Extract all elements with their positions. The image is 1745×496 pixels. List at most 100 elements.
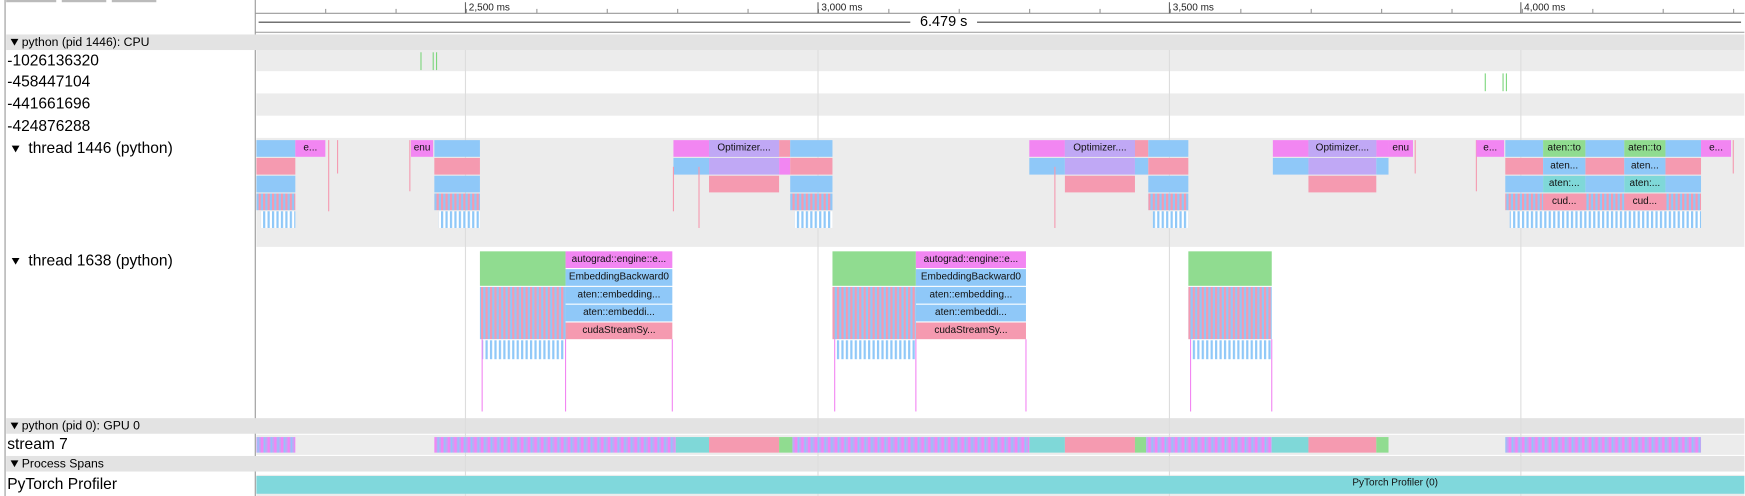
tab (111, 0, 157, 3)
row-label: -424876288 (7, 118, 90, 135)
slice-label: Optimizer.... (717, 143, 770, 154)
slice (1476, 140, 1505, 157)
slice (1543, 140, 1586, 157)
slice (1624, 157, 1666, 175)
slice (1308, 175, 1377, 193)
slice (790, 157, 833, 175)
slice (832, 251, 916, 286)
slice-label: e... (1483, 143, 1497, 154)
slice (256, 193, 296, 211)
slice (1505, 193, 1702, 211)
slice (779, 157, 791, 175)
slice (790, 193, 833, 211)
slice (1148, 175, 1189, 193)
ruler-tick-label: 2,500 ms (469, 2, 510, 13)
expand-arrow (10, 460, 19, 468)
slice (1064, 157, 1135, 175)
slice (479, 286, 566, 340)
slice (1148, 157, 1189, 175)
slice (1585, 140, 1625, 157)
slice (832, 286, 916, 340)
slice (482, 340, 566, 360)
slice (410, 140, 434, 157)
slice-label: aten::embeddi... (583, 307, 655, 318)
slice (915, 322, 1026, 340)
span-label: 6.479 s (920, 14, 967, 30)
slice (794, 211, 833, 228)
slice (1624, 175, 1666, 193)
slice (434, 157, 480, 175)
slice (479, 251, 566, 286)
slice (1064, 175, 1135, 193)
slice (1376, 140, 1389, 157)
slice (1152, 211, 1189, 228)
slice (673, 157, 710, 175)
process-header (6, 418, 1745, 434)
slice (1376, 157, 1389, 175)
slice-label: e... (1709, 143, 1723, 154)
row-label: thread 1446 (python) (28, 140, 172, 157)
slice (790, 140, 833, 157)
gpu-kernel (709, 437, 780, 453)
process-title: python (pid 0): GPU 0 (22, 419, 140, 433)
slice (1029, 140, 1065, 157)
slice (565, 304, 673, 322)
gpu-kernel (675, 437, 710, 453)
slice (834, 340, 916, 360)
slice-label: autograd::engine::e... (572, 254, 667, 265)
slice (779, 140, 791, 157)
process-title: Process Spans (22, 457, 104, 471)
gpu-kernel (779, 437, 793, 453)
span-label: PyTorch Profiler (0) (1352, 477, 1438, 488)
slice-label: aten::embedding... (578, 289, 661, 300)
slice-label: EmbeddingBackward0 (921, 272, 1021, 283)
row-label: stream 7 (7, 436, 67, 453)
slice-label: aten::embedding... (929, 289, 1012, 300)
slice (1505, 157, 1544, 175)
process-title: python (pid 1446): CPU (22, 35, 150, 49)
slice (709, 175, 780, 193)
slice-label: aten:... (1630, 178, 1661, 189)
slice (1509, 211, 1702, 228)
slice (434, 193, 480, 211)
slice (1543, 157, 1586, 175)
slice (565, 286, 673, 304)
slice-label: aten:... (1549, 178, 1580, 189)
row-label: -458447104 (7, 73, 90, 90)
gpu-kernel (1376, 437, 1389, 453)
slice (1029, 157, 1065, 175)
ruler-tick-label: 4,000 ms (1524, 2, 1565, 13)
process-header (6, 34, 1745, 51)
row-label: thread 1638 (python) (28, 252, 172, 269)
slice (1272, 140, 1309, 157)
slice (256, 157, 296, 175)
slice (1190, 340, 1272, 360)
slice (1585, 175, 1625, 193)
slice-label: autograd::engine::e... (924, 254, 1019, 265)
slice (1134, 157, 1149, 175)
slice (915, 304, 1026, 322)
expand-arrow (11, 258, 20, 265)
ruler-tick-label: 3,500 ms (1173, 2, 1214, 13)
slice (1543, 175, 1586, 193)
gpu-kernel (792, 437, 1030, 453)
slice-label: enu (414, 143, 431, 154)
slice (1585, 157, 1625, 175)
slice (1624, 193, 1666, 211)
slice (1148, 140, 1189, 157)
slice (438, 211, 480, 228)
row-bg (256, 93, 1745, 116)
gpu-kernel (256, 437, 296, 453)
slice (1308, 140, 1377, 157)
slice (1188, 251, 1272, 286)
slice (673, 140, 710, 157)
slice-label: cudaStreamSy... (934, 325, 1007, 336)
slice-label: e... (303, 143, 317, 154)
slice-label: enu (1392, 143, 1409, 154)
slice (1543, 193, 1586, 211)
slice (1148, 193, 1189, 211)
slice (1665, 157, 1702, 175)
slice (915, 286, 1026, 304)
